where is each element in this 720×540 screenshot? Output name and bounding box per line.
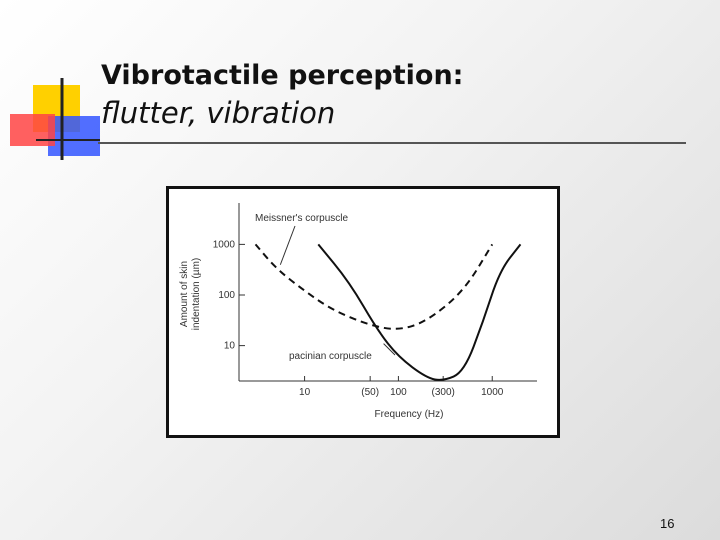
slide-title: Vibrotactile perception: [101, 60, 464, 91]
x-tick-label: (300) [431, 387, 454, 398]
y-tick-label: 10 [224, 341, 236, 352]
chart-annotations: Meissner's corpuscle pacinian corpuscle [255, 213, 396, 362]
annotation-pacinian: pacinian corpuscle [289, 351, 372, 362]
logo-red-square [10, 114, 55, 146]
slide-number: 16 [660, 516, 675, 531]
x-tick-label: (50) [361, 387, 379, 398]
y-tick-label: 100 [218, 290, 235, 301]
vibrotactile-chart: 10 (50) 100 (300) 1000 10 100 1000 Frequency (Hz… [179, 203, 537, 420]
annotation-leader-pacinian [383, 343, 396, 356]
x-tick-label: 10 [299, 387, 311, 398]
series-line-meissner [254, 243, 494, 330]
y-axis-title: Amount of skin [179, 261, 190, 327]
slide-logo [10, 78, 100, 160]
x-tick-label: 1000 [481, 387, 504, 398]
chart-series [254, 243, 522, 381]
chart-ticks: 10 (50) 100 (300) 1000 10 100 1000 Frequency (Hz… [179, 239, 504, 420]
x-axis-title: Frequency (Hz) [375, 409, 444, 420]
chart-figure: 10 (50) 100 (300) 1000 10 100 1000 Frequency (Hz… [166, 186, 560, 438]
logo-blue-square [48, 116, 100, 156]
y-axis-title: indentation (µm) [191, 258, 202, 330]
series-line-pacinian [317, 243, 522, 381]
annotation-meissner: Meissner's corpuscle [255, 213, 348, 224]
chart-axes [238, 203, 537, 382]
slide-subtitle: flutter, vibration [101, 96, 336, 130]
annotation-leader-meissner [279, 225, 296, 265]
y-tick-label: 1000 [213, 239, 236, 250]
x-tick-label: 100 [390, 387, 407, 398]
title-divider [98, 142, 686, 144]
